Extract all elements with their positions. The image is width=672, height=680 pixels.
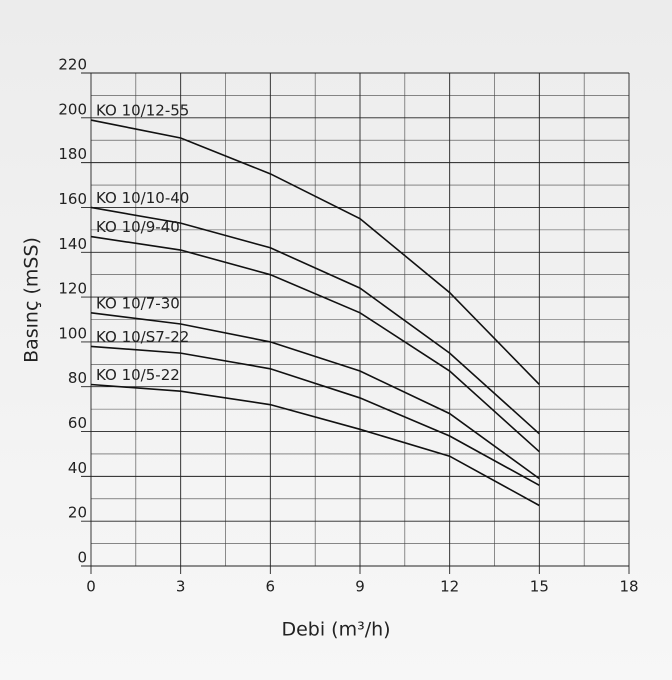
x-tick-label: 9 [355,578,365,596]
y-tick-label: 100 [58,324,87,342]
y-tick-label: 20 [68,504,87,522]
x-tick-label: 18 [619,578,638,596]
x-tick-label: 12 [440,578,459,596]
y-tick-label: 180 [58,145,87,163]
y-tick-label: 80 [68,369,87,387]
y-tick-label: 140 [58,235,87,253]
x-tick-label: 3 [176,578,186,596]
y-axis-label: Basınç (mSS) [21,237,43,363]
y-tick-label: 200 [58,100,87,118]
curve [90,383,540,507]
curve-label: KO 10/5-22 [96,366,180,384]
y-tick-label: 220 [58,56,87,74]
x-axis-label: Debi (m³/h) [281,619,390,641]
curve-label: KO 10/12-55 [96,102,189,120]
curve-label: KO 10/9-40 [96,218,180,236]
x-tick-label: 15 [530,578,549,596]
curve [90,345,540,487]
curve [90,119,540,386]
y-tick-label: 160 [58,190,87,208]
y-tick-label: 40 [68,459,87,477]
x-tick-label: 0 [86,578,96,596]
curve-label: KO 10/10-40 [96,189,189,207]
y-tick-label: 120 [58,280,87,298]
curve [90,235,540,453]
curve-label: KO 10/7-30 [96,294,180,312]
y-tick-label: 60 [68,414,87,432]
x-tick-label: 6 [266,578,276,596]
curve-label: KO 10/S7-22 [96,328,189,346]
curve [90,206,540,435]
y-tick-label: 0 [77,549,87,567]
curve [90,311,540,480]
